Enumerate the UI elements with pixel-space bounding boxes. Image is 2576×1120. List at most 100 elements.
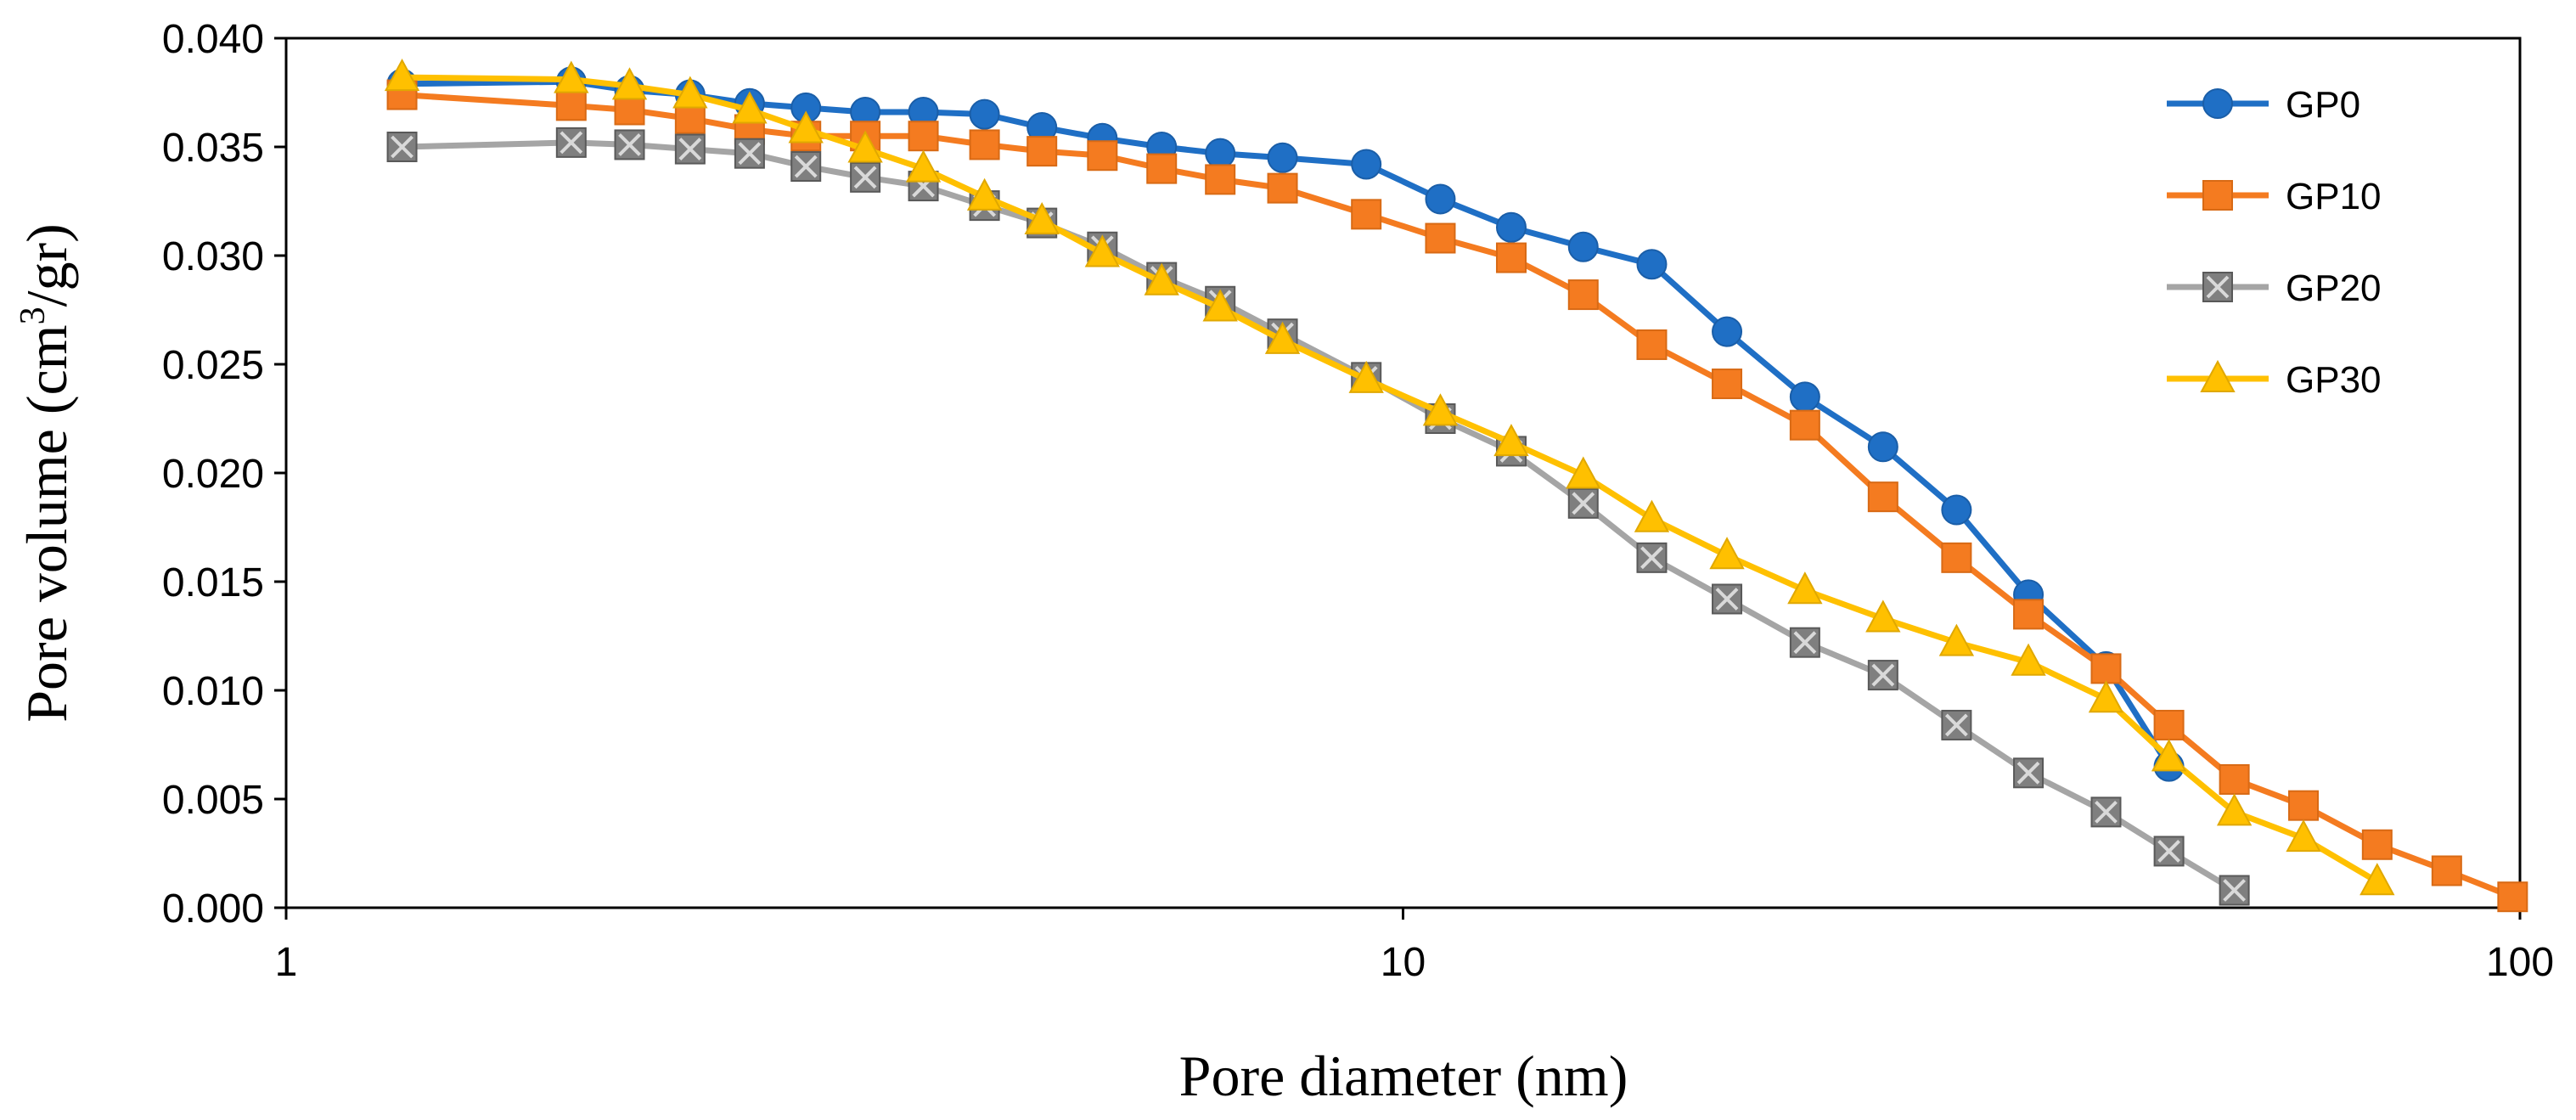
gp30-point [611,67,648,100]
gp30-point [1264,321,1301,354]
x-tick-label: 100 [2486,940,2554,985]
gp30-point [1566,456,1601,489]
y-tick-label: 0.000 [162,886,264,931]
x-tick-label: 1 [275,940,298,985]
gp30-point [1938,623,1975,656]
gp0-point [1941,494,1972,526]
gp0-point [1205,138,1236,169]
gp20-point [674,133,706,165]
gp0-point [1351,149,1382,180]
gp10-point [1567,279,1599,311]
gp10-point [1425,222,1456,254]
legend-item-gp0: GP0 [2167,84,2360,126]
gp0-point [1425,183,1456,215]
gp20-point [734,138,765,169]
gp30-point [2011,643,2046,676]
series-layer [384,58,2528,913]
legend-label: GP10 [2286,176,2382,217]
gp10-legend-point [2202,180,2233,211]
y-tick-label: 0.020 [162,452,264,497]
x-axis-title: Pore diameter (nm) [1179,1044,1628,1108]
gp10-point [614,94,645,126]
gp10-point [2090,653,2122,684]
legend-item-gp10: GP10 [2167,176,2382,217]
y-tick-label: 0.015 [162,560,264,605]
gp10-point [1867,481,1898,513]
gp30-point [966,177,1003,211]
gp10-point [674,103,706,134]
gp30-point [2151,739,2187,772]
gp10-point [1267,172,1298,204]
gp10-point [2153,709,2185,740]
axes: 0.000 0.005 0.010 0.015 0.020 0.025 0.030 0.035… [162,17,2554,985]
gp10-point [2219,763,2250,795]
gp0-point [969,98,1000,130]
gp30-point [788,110,824,144]
gp30-point [2088,680,2124,713]
gp30-point [1202,289,1238,322]
gp20-point [2013,757,2044,789]
gp30-point [847,130,883,163]
gp30-line [402,74,2379,885]
y-axis-title-prefix: Pore volume (cm [14,324,79,722]
gp10-point [1941,542,1972,573]
y-tick-label: 0.005 [162,778,264,823]
gp30-point [1422,393,1459,426]
gp30-point [672,76,708,109]
y-axis-title: Pore volume (cm3/gr) [14,223,79,723]
gp30-point [2359,863,2395,896]
gp20-point [1867,660,1898,691]
gp0-point [1567,231,1599,262]
legend: GP0 GP10 GP20 GP30 [2167,84,2382,401]
gp20-point [614,129,645,160]
legend-label: GP20 [2286,267,2382,309]
gp10-point [2431,855,2462,886]
gp30-point [1024,201,1060,235]
series-gp30 [384,58,2395,896]
gp30-point [1787,571,1823,605]
gp20-point [1941,709,1972,740]
gp30-point [2216,793,2253,826]
y-tick-label: 0.035 [162,126,264,171]
gp20-point [1712,583,1743,615]
gp30-point [1709,537,1745,570]
plot-area-frame [284,37,2522,909]
gp30-legend-point [2200,359,2236,392]
gp10-point [1636,329,1668,360]
gp10-point [2013,599,2044,630]
gp20-point [2090,796,2122,828]
gp10-point [969,129,1000,160]
gp30-point [1493,424,1529,457]
gp20-point [850,161,881,193]
gp10-point [2361,829,2393,860]
gp30-point [905,149,942,183]
gp10-point [2288,790,2320,821]
gp0-point [1495,211,1527,243]
gp30-point [1865,599,1901,633]
gp0-legend-point [2202,88,2233,119]
gp10-point [1351,199,1382,230]
gp20-legend-point [2202,272,2233,302]
gp10-point [1205,164,1236,195]
gp30-point [732,91,768,124]
y-axis-title-suffix: /gr) [14,223,79,307]
gp20-point [386,132,418,162]
gp20-point [790,151,822,183]
gp30-point [554,60,589,93]
gp10-point [1146,153,1178,184]
gp0-point [1267,142,1298,173]
gp20-point [1567,487,1599,519]
gp0-point [1712,316,1743,347]
legend-item-gp20: GP20 [2167,267,2382,309]
gp20-point [1789,627,1820,658]
gp20-point [1636,542,1668,573]
gp10-point [1789,409,1820,441]
gp30-point [1084,234,1121,267]
y-tick-label: 0.010 [162,669,264,714]
y-tick-label: 0.025 [162,343,264,388]
gp20-point [555,127,587,158]
y-tick-label: 0.040 [162,17,264,62]
gp30-point [1144,262,1179,295]
gp10-point [1495,242,1527,273]
gp0-point [1789,381,1820,413]
